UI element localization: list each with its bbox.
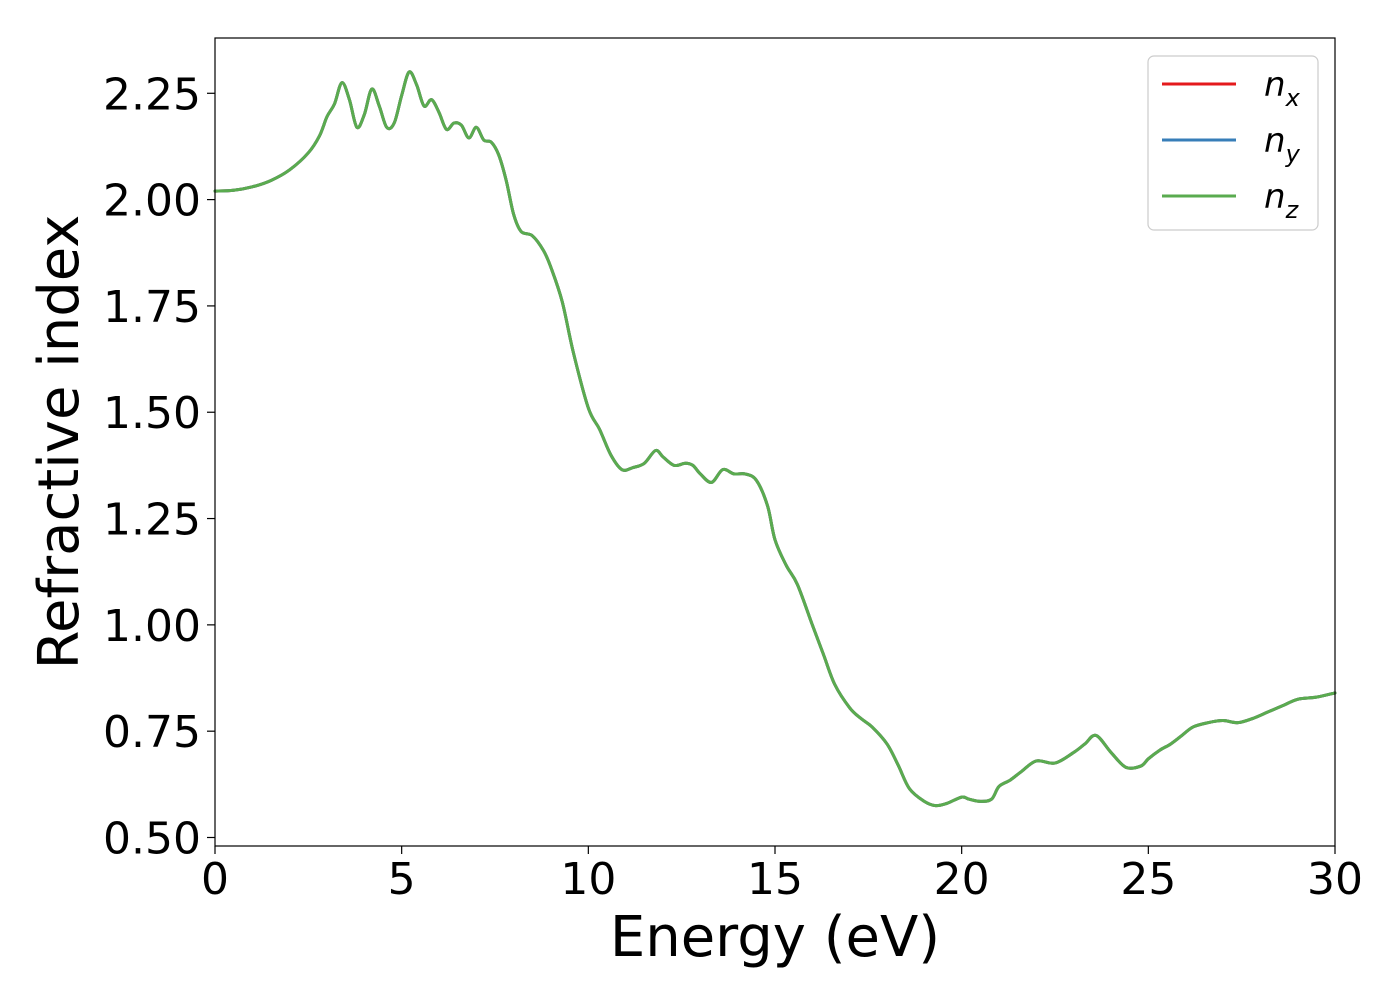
y-tick-label: 1.75 [103,282,201,333]
x-tick-label: 15 [747,854,803,905]
y-tick-label: 1.00 [103,601,201,652]
y-axis-title: Refractive index [27,215,92,670]
series-line-nz [213,70,1337,808]
x-tick-label: 0 [201,854,229,905]
y-tick-label: 1.25 [103,495,201,546]
legend-label: nz [1264,177,1300,224]
x-tick-label: 5 [388,854,416,905]
legend-label: ny [1264,121,1301,168]
legend-box [1147,55,1319,231]
x-tick-label: 20 [934,854,990,905]
x-axis-title: Energy (eV) [610,905,940,970]
series-layer [213,70,1337,808]
x-tick-label: 25 [1120,854,1176,905]
y-tick-label: 2.00 [103,176,201,227]
legend-label: nx [1264,65,1301,112]
x-tick-label: 10 [560,854,616,905]
y-tick-label: 1.50 [103,388,201,439]
y-tick-label: 0.75 [103,707,201,758]
y-axis: 0.50 0.75 1.00 1.25 1.50 1.75 2.00 2.25 [103,69,215,864]
y-tick-label: 0.50 [103,813,201,864]
y-tick-label: 2.25 [103,69,201,120]
legend: nx ny nz [1147,55,1319,231]
x-axis: 0 5 10 15 20 25 30 [201,846,1363,905]
x-tick-label: 30 [1307,854,1363,905]
